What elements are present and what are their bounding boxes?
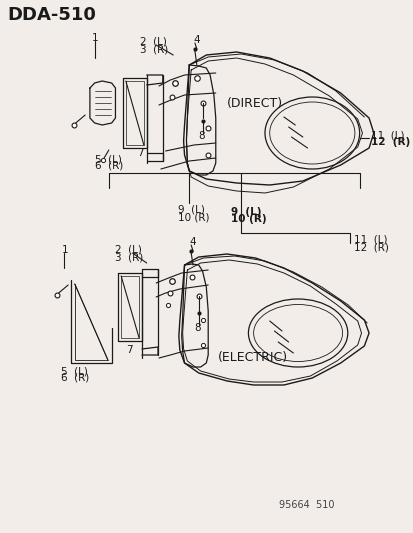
- Text: 8: 8: [194, 323, 200, 333]
- Text: 2  (L): 2 (L): [115, 245, 142, 255]
- Text: 2  (L): 2 (L): [140, 37, 166, 47]
- Text: 6  (R): 6 (R): [95, 161, 123, 171]
- Text: 11  (L): 11 (L): [353, 235, 387, 245]
- Text: 95664  510: 95664 510: [278, 500, 334, 510]
- Text: 7: 7: [137, 148, 143, 158]
- Text: 10 (R): 10 (R): [230, 214, 266, 224]
- Text: (DIRECT): (DIRECT): [227, 96, 282, 109]
- Text: 7: 7: [126, 345, 132, 355]
- Text: 4: 4: [192, 35, 199, 45]
- Text: 9  (L): 9 (L): [178, 205, 204, 215]
- Text: 12  (R): 12 (R): [353, 242, 388, 252]
- Text: 3  (R): 3 (R): [140, 44, 168, 54]
- Text: 9  (L): 9 (L): [230, 207, 261, 217]
- Text: DDA-510: DDA-510: [7, 6, 96, 24]
- Text: 5  (L): 5 (L): [60, 366, 87, 376]
- Text: 11  (L): 11 (L): [370, 130, 404, 140]
- Text: 6  (R): 6 (R): [60, 373, 89, 383]
- Text: 3  (R): 3 (R): [115, 252, 143, 262]
- Text: 5  (L): 5 (L): [95, 154, 121, 164]
- Text: 4: 4: [189, 237, 195, 247]
- Text: 12  (R): 12 (R): [370, 137, 409, 147]
- Text: 1: 1: [62, 245, 68, 255]
- Text: 1: 1: [92, 33, 98, 43]
- Text: 8: 8: [198, 131, 205, 141]
- Text: (ELECTRIC): (ELECTRIC): [217, 351, 287, 365]
- Text: 10 (R): 10 (R): [178, 212, 209, 222]
